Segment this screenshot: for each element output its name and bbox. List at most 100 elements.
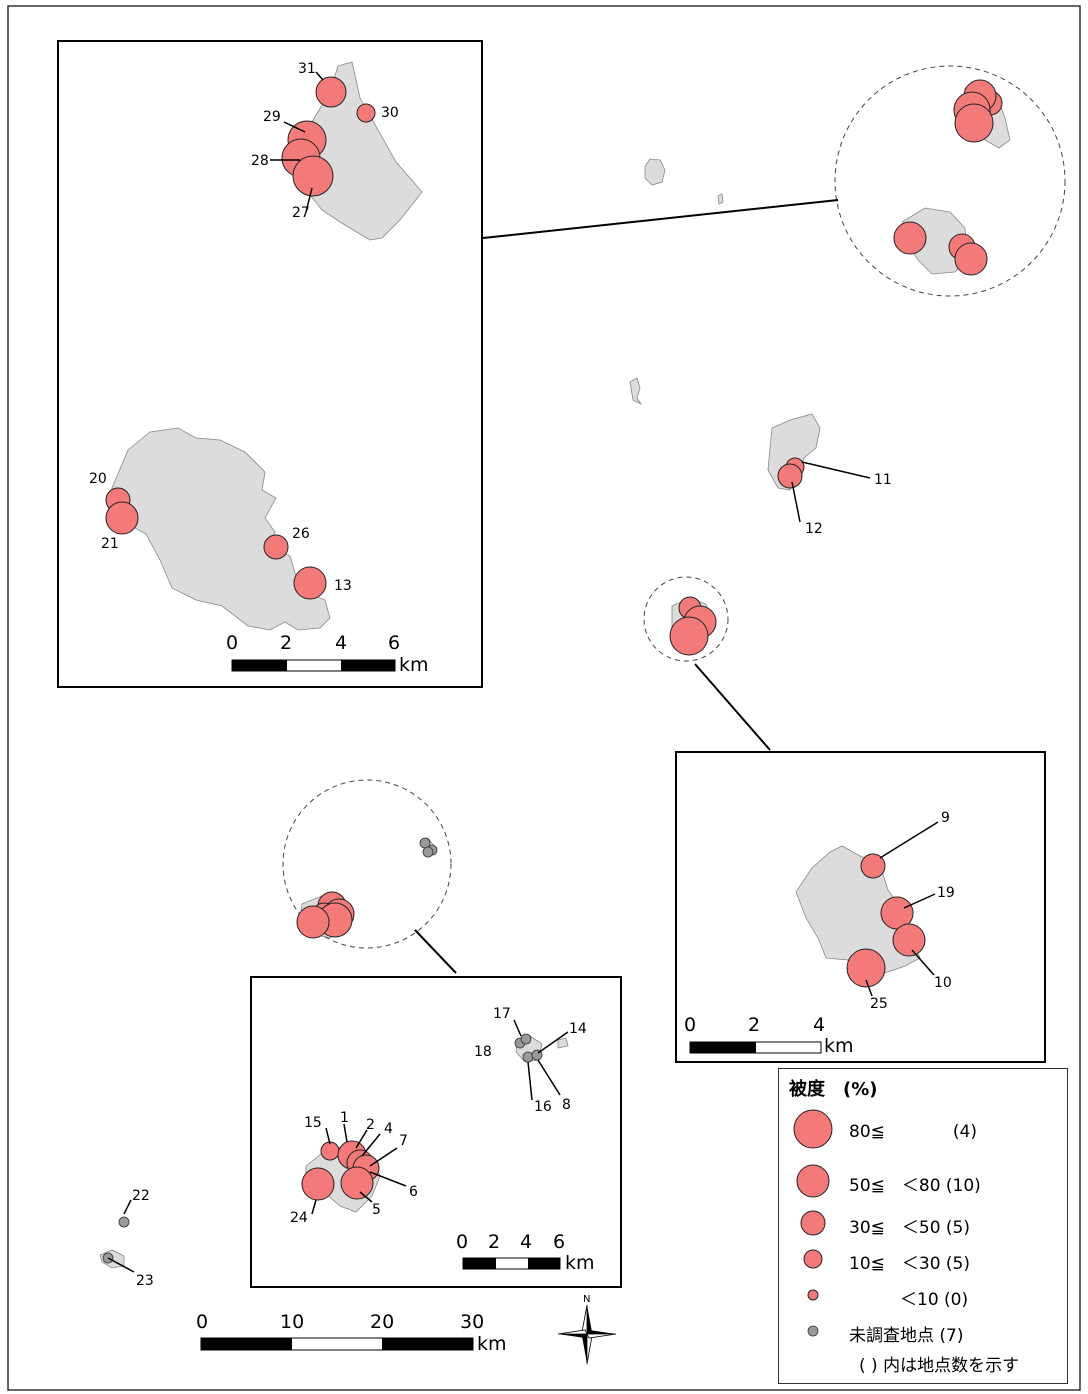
dashed-circle-sw — [282, 779, 452, 949]
scalebar-tick: 6 — [388, 632, 400, 654]
legend-label: 10≦ ＜30 (5) — [849, 1254, 970, 1274]
main-sites — [102, 79, 1003, 1264]
inset-south: 15 1 2 4 7 6 5 24 17 14 18 16 8 0 2 4 6 … — [250, 976, 622, 1288]
unsurveyed-marker[interactable] — [522, 1051, 534, 1063]
scalebar-tick: 2 — [748, 1014, 760, 1036]
site-label: 11 — [874, 472, 892, 488]
legend-symbol — [793, 1313, 843, 1349]
site-marker[interactable] — [777, 463, 803, 489]
scalebar-tick: 20 — [370, 1311, 394, 1333]
legend-label: 50≦ ＜80 (10) — [849, 1176, 981, 1196]
main-scalebar: 0 10 20 30 km — [196, 1311, 507, 1355]
site-marker[interactable] — [846, 948, 886, 988]
site-marker[interactable] — [263, 534, 289, 560]
inset-east: 9 19 10 25 0 2 4 km — [675, 751, 1046, 1063]
site-marker[interactable] — [320, 1141, 340, 1161]
legend-label: ＜10 (0) — [849, 1290, 969, 1310]
site-marker[interactable] — [292, 155, 334, 197]
site-label: 8 — [562, 1097, 571, 1113]
scalebar-tick: 4 — [335, 632, 347, 654]
legend-row: 30≦ ＜50 (5) — [779, 1205, 1069, 1241]
scalebar-tick: 2 — [488, 1231, 500, 1253]
legend-row: 未調査地点 (7) — [779, 1313, 1069, 1349]
legend-row: 50≦ ＜80 (10) — [779, 1163, 1069, 1199]
site-label: 19 — [937, 885, 955, 901]
site-label: 10 — [934, 975, 952, 991]
site-label: 7 — [399, 1133, 408, 1149]
site-label: 29 — [263, 109, 281, 125]
unsurveyed-marker[interactable] — [422, 846, 434, 858]
island-tiny-north — [717, 193, 724, 205]
site-label: 12 — [805, 521, 823, 537]
site-marker[interactable] — [892, 923, 926, 957]
site-label: 23 — [136, 1273, 154, 1289]
legend-row: ＜10 (0) — [779, 1277, 1069, 1313]
site-label: 17 — [493, 1006, 511, 1022]
legend-note: ( ) 内は地点数を示す — [859, 1356, 1020, 1376]
site-label: 6 — [409, 1184, 418, 1200]
island-mid-small — [629, 377, 643, 406]
scalebar-tick: 10 — [280, 1311, 304, 1333]
legend-label: 未調査地点 (7) — [849, 1326, 964, 1346]
legend-symbol — [793, 1277, 843, 1313]
site-marker[interactable] — [954, 103, 994, 143]
scalebar-tick: 0 — [226, 632, 238, 654]
site-marker[interactable] — [669, 616, 709, 656]
map-frame — [7, 5, 1081, 1391]
scalebar-tick: 4 — [520, 1231, 532, 1253]
site-label: 26 — [292, 526, 310, 542]
dashed-circle-central — [643, 576, 729, 662]
unsurveyed-marker[interactable] — [118, 1216, 130, 1228]
site-label: 31 — [298, 61, 316, 77]
site-label: 27 — [292, 205, 310, 221]
site-label: 20 — [89, 471, 107, 487]
main-labels: 11 12 22 23 — [107, 461, 892, 1289]
site-marker[interactable] — [293, 566, 327, 600]
legend-symbol — [793, 1109, 843, 1149]
legend-row: 10≦ ＜30 (5) — [779, 1241, 1069, 1277]
legend-symbol — [793, 1163, 843, 1199]
scalebar-unit: km — [565, 1252, 595, 1274]
connector-north-inset — [482, 199, 839, 239]
site-label: 13 — [334, 578, 352, 594]
legend-title: 被度 (%) — [789, 1079, 878, 1100]
site-label: 14 — [569, 1021, 587, 1037]
scalebar-tick: 4 — [813, 1014, 825, 1036]
inset-north: 31 30 29 28 27 20 21 26 13 0 2 4 6 km — [57, 40, 483, 688]
site-label: 21 — [101, 536, 119, 552]
site-marker[interactable] — [105, 501, 139, 535]
site-marker[interactable] — [296, 905, 330, 939]
scalebar-tick: 0 — [684, 1014, 696, 1036]
legend-label: 80≦ (4) — [849, 1122, 977, 1142]
inset-islet — [557, 1037, 569, 1049]
site-marker[interactable] — [301, 1167, 335, 1201]
north-arrow: N — [557, 1294, 617, 1365]
inset-island-south — [109, 427, 331, 631]
site-label: 2 — [366, 1117, 375, 1133]
site-marker[interactable] — [860, 853, 886, 879]
unsurveyed-marker[interactable] — [520, 1033, 532, 1045]
site-label: 9 — [941, 810, 950, 826]
site-label: 4 — [384, 1121, 393, 1137]
legend-label: 30≦ ＜50 (5) — [849, 1218, 970, 1238]
site-label: 24 — [290, 1210, 308, 1226]
site-label: 1 — [340, 1110, 349, 1126]
dashed-circle-ne — [834, 65, 1066, 297]
connector-east-inset — [694, 663, 771, 751]
legend: 被度 (%) 80≦ (4) 50≦ ＜80 (10) 30≦ ＜50 (5) … — [778, 1068, 1068, 1384]
legend-symbol — [793, 1205, 843, 1241]
site-marker[interactable] — [315, 76, 347, 108]
site-marker[interactable] — [356, 103, 376, 123]
scalebar-tick: 0 — [196, 1311, 208, 1333]
site-marker[interactable] — [893, 221, 927, 255]
site-label: 18 — [474, 1044, 492, 1060]
scalebar-tick: 0 — [456, 1231, 468, 1253]
site-label: 28 — [251, 153, 269, 169]
inset-south-frame — [250, 976, 622, 1288]
site-marker[interactable] — [340, 1166, 374, 1200]
scalebar-tick: 6 — [553, 1231, 565, 1253]
legend-symbol — [793, 1241, 843, 1277]
site-label: 16 — [534, 1099, 552, 1115]
site-marker[interactable] — [954, 242, 988, 276]
island-small-north — [644, 158, 666, 186]
